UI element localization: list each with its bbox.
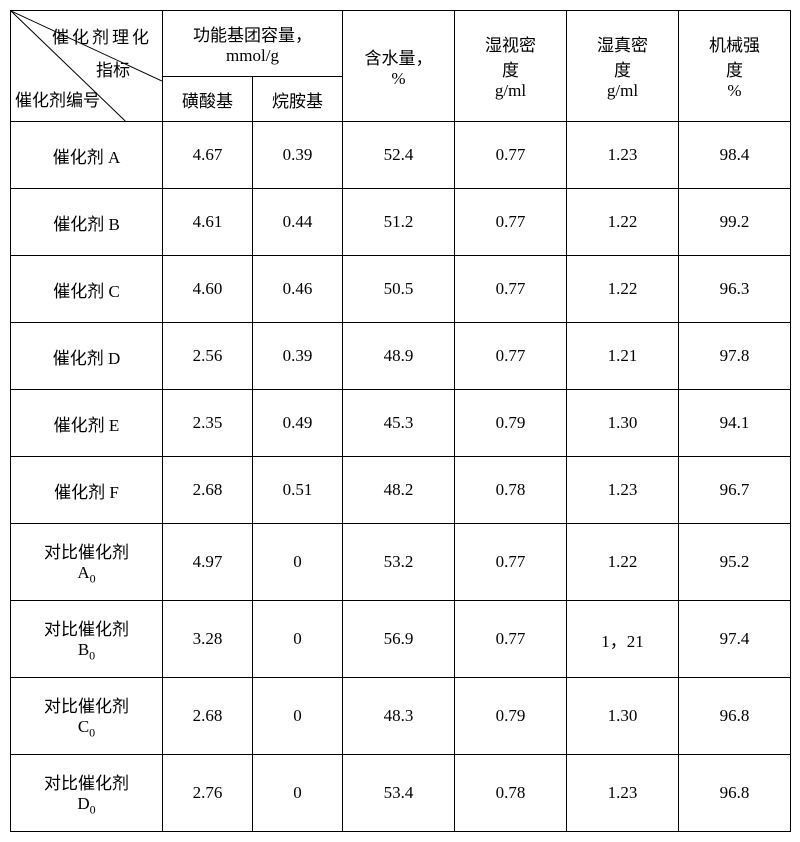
alkylamine-value: 0.49	[253, 390, 343, 457]
diagonal-header: 催化剂理化 指标 催化剂编号	[11, 11, 163, 122]
wet-true-value: 1，21	[567, 601, 679, 678]
catalyst-name: 对比催化剂D0	[11, 755, 163, 832]
diag-bot-label: 催化剂编号	[15, 86, 100, 111]
table-row: 催化剂 C4.600.4650.50.771.2296.3	[11, 256, 791, 323]
water-value: 48.2	[343, 457, 455, 524]
wet-true-value: 1.23	[567, 755, 679, 832]
alkylamine-value: 0	[253, 755, 343, 832]
wet-apparent-value: 0.77	[455, 524, 567, 601]
func-group-header: 功能基团容量， mmol/g	[163, 11, 343, 77]
water-value: 50.5	[343, 256, 455, 323]
sulfonic-value: 4.60	[163, 256, 253, 323]
wet-apparent-value: 0.78	[455, 755, 567, 832]
wet-true-header: 湿真密 度 g/ml	[567, 11, 679, 122]
sulfonic-header: 磺酸基	[163, 77, 253, 122]
water-header: 含水量， %	[343, 11, 455, 122]
wet-true-value: 1.21	[567, 323, 679, 390]
table-row: 催化剂 A4.670.3952.40.771.2398.4	[11, 122, 791, 189]
catalyst-name: 对比催化剂A0	[11, 524, 163, 601]
mech-value: 96.3	[679, 256, 791, 323]
catalyst-name: 催化剂 E	[11, 390, 163, 457]
sulfonic-value: 2.76	[163, 755, 253, 832]
wet-apparent-value: 0.78	[455, 457, 567, 524]
wet-true-value: 1.23	[567, 457, 679, 524]
mech-value: 96.8	[679, 678, 791, 755]
catalyst-name: 对比催化剂C0	[11, 678, 163, 755]
wet-true-value: 1.23	[567, 122, 679, 189]
alkylamine-value: 0.39	[253, 122, 343, 189]
alkylamine-value: 0	[253, 601, 343, 678]
wet-true-value: 1.22	[567, 524, 679, 601]
alkylamine-value: 0.39	[253, 323, 343, 390]
wet-apparent-value: 0.77	[455, 256, 567, 323]
table-row: 催化剂 D2.560.3948.90.771.2197.8	[11, 323, 791, 390]
mech-value: 94.1	[679, 390, 791, 457]
water-value: 53.4	[343, 755, 455, 832]
sulfonic-value: 3.28	[163, 601, 253, 678]
alkylamine-value: 0.44	[253, 189, 343, 256]
table-row: 对比催化剂D02.76053.40.781.2396.8	[11, 755, 791, 832]
wet-apparent-value: 0.79	[455, 678, 567, 755]
water-value: 48.9	[343, 323, 455, 390]
wet-apparent-header: 湿视密 度 g/ml	[455, 11, 567, 122]
water-value: 51.2	[343, 189, 455, 256]
wet-apparent-value: 0.77	[455, 601, 567, 678]
catalyst-name: 催化剂 C	[11, 256, 163, 323]
sulfonic-value: 4.61	[163, 189, 253, 256]
catalyst-name: 催化剂 F	[11, 457, 163, 524]
mech-value: 95.2	[679, 524, 791, 601]
alkylamine-value: 0.46	[253, 256, 343, 323]
catalyst-table: 催化剂理化 指标 催化剂编号 功能基团容量， mmol/g 含水量， % 湿视密…	[10, 10, 791, 832]
wet-true-value: 1.30	[567, 678, 679, 755]
mech-value: 98.4	[679, 122, 791, 189]
table-row: 催化剂 F2.680.5148.20.781.2396.7	[11, 457, 791, 524]
alkylamine-header: 烷胺基	[253, 77, 343, 122]
table-row: 催化剂 E2.350.4945.30.791.3094.1	[11, 390, 791, 457]
alkylamine-value: 0.51	[253, 457, 343, 524]
catalyst-name: 对比催化剂B0	[11, 601, 163, 678]
catalyst-name: 催化剂 B	[11, 189, 163, 256]
wet-apparent-value: 0.79	[455, 390, 567, 457]
table-row: 对比催化剂B03.28056.90.771，2197.4	[11, 601, 791, 678]
water-value: 56.9	[343, 601, 455, 678]
wet-apparent-value: 0.77	[455, 122, 567, 189]
wet-true-value: 1.30	[567, 390, 679, 457]
table-row: 催化剂 B4.610.4451.20.771.2299.2	[11, 189, 791, 256]
wet-apparent-value: 0.77	[455, 323, 567, 390]
table-row: 对比催化剂A04.97053.20.771.2295.2	[11, 524, 791, 601]
sulfonic-value: 4.67	[163, 122, 253, 189]
alkylamine-value: 0	[253, 678, 343, 755]
water-value: 48.3	[343, 678, 455, 755]
mech-header: 机械强 度 %	[679, 11, 791, 122]
diag-mid-label: 指标	[96, 56, 130, 81]
mech-value: 96.8	[679, 755, 791, 832]
wet-true-value: 1.22	[567, 256, 679, 323]
alkylamine-value: 0	[253, 524, 343, 601]
water-value: 53.2	[343, 524, 455, 601]
mech-value: 97.8	[679, 323, 791, 390]
mech-value: 97.4	[679, 601, 791, 678]
sulfonic-value: 2.68	[163, 678, 253, 755]
catalyst-name: 催化剂 A	[11, 122, 163, 189]
wet-true-value: 1.22	[567, 189, 679, 256]
sulfonic-value: 2.68	[163, 457, 253, 524]
mech-value: 99.2	[679, 189, 791, 256]
catalyst-name: 催化剂 D	[11, 323, 163, 390]
sulfonic-value: 4.97	[163, 524, 253, 601]
water-value: 52.4	[343, 122, 455, 189]
water-value: 45.3	[343, 390, 455, 457]
table-row: 对比催化剂C02.68048.30.791.3096.8	[11, 678, 791, 755]
table-header: 催化剂理化 指标 催化剂编号 功能基团容量， mmol/g 含水量， % 湿视密…	[11, 11, 791, 122]
diag-top-label: 催化剂理化	[52, 23, 152, 48]
sulfonic-value: 2.56	[163, 323, 253, 390]
sulfonic-value: 2.35	[163, 390, 253, 457]
wet-apparent-value: 0.77	[455, 189, 567, 256]
table-body: 催化剂 A4.670.3952.40.771.2398.4催化剂 B4.610.…	[11, 122, 791, 832]
mech-value: 96.7	[679, 457, 791, 524]
